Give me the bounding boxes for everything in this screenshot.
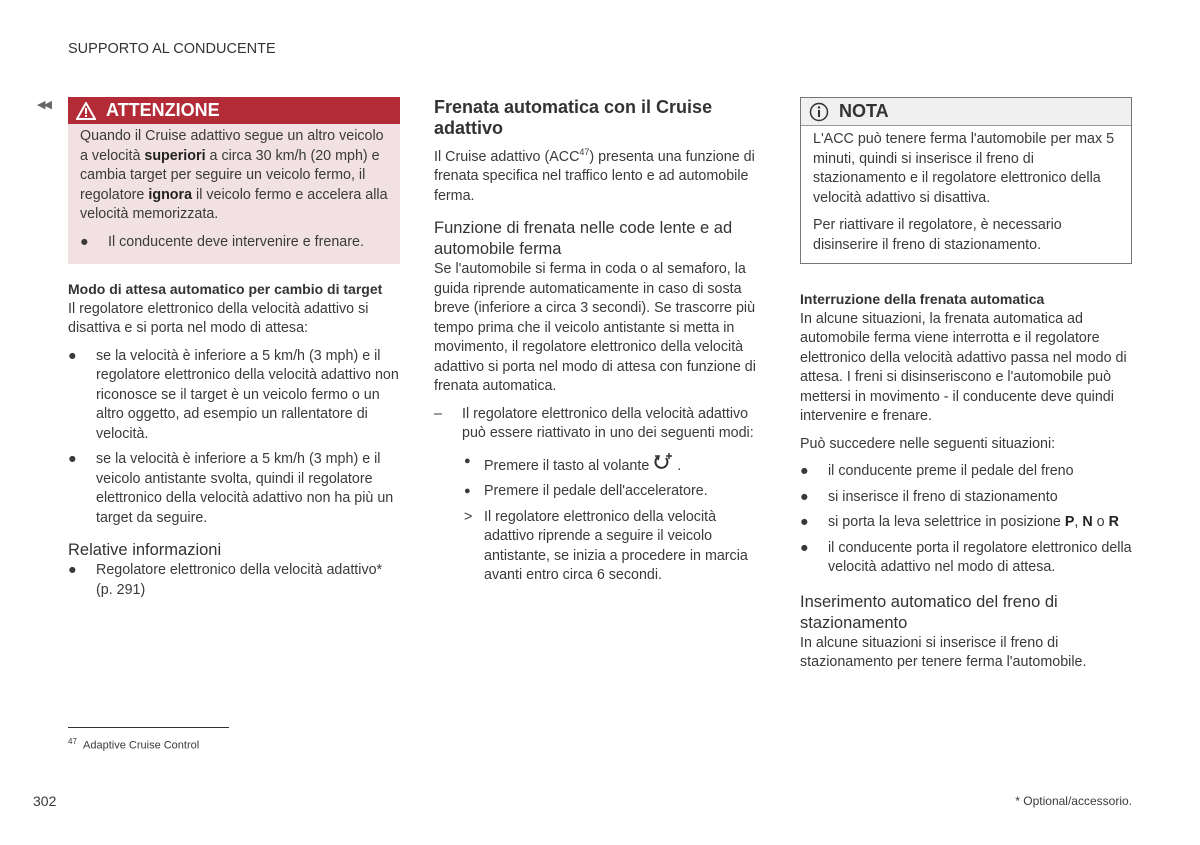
section-header: SUPPORTO AL CONDUCENTE — [68, 41, 276, 57]
paragraph: In alcune situazioni, la frenata automat… — [800, 310, 1127, 425]
subsection-title: Funzione di frenata nelle code lente e a… — [434, 219, 733, 259]
subheading: Modo di attesa automatico per cambio di … — [68, 281, 383, 297]
note-text: L'ACC può tenere ferma l'automobile per … — [813, 131, 1115, 206]
double-left-arrow-icon[interactable]: ◀◀ — [37, 99, 52, 111]
option-item: ● Premere il tasto al volante . — [464, 452, 766, 477]
middle-column: Frenata automatica con il Cruise adattiv… — [434, 97, 766, 594]
step: – Il regolatore elettronico della velocit… — [434, 405, 754, 442]
list-item: ● si inserisce il freno di stazionamento — [800, 488, 1058, 505]
warning-bullet: ● Il conducente deve intervenire e frenar… — [80, 233, 364, 250]
resume-plus-icon — [654, 452, 673, 469]
paragraph: Se l'automobile si ferma in coda o al se… — [434, 261, 756, 395]
page-number: 302 — [33, 793, 57, 809]
list-item: ● se la velocità è inferiore a 5 km/h (3 … — [68, 347, 399, 442]
paragraph: In alcune situazioni si inserisce il fre… — [800, 634, 1087, 671]
related-title: Relative informazioni — [68, 541, 222, 559]
left-column: ATTENZIONE Quando il Cruise adattivo seg… — [68, 97, 400, 608]
subsection-title: Inserimento automatico del freno di staz… — [800, 592, 1058, 632]
footnote-ref[interactable]: 47 — [579, 147, 590, 157]
info-circle-icon — [809, 102, 829, 121]
list-item: ● il conducente preme il pedale del freno — [800, 463, 1074, 479]
related-link[interactable]: ● Regolatore elettronico della velocità a… — [68, 562, 383, 598]
subheading: Interruzione della frenata automatica — [800, 291, 1045, 307]
warning-box: ATTENZIONE Quando il Cruise adattivo seg… — [68, 97, 400, 264]
note-box: NOTA L'ACC può tenere ferma l'automobile… — [800, 97, 1132, 264]
option-item: ● Premere il pedale dell'acceleratore. — [464, 483, 708, 500]
section-title: Frenata automatica con il Cruise adattiv… — [434, 97, 713, 138]
note-text: Per riattivare il regolatore, è necessar… — [813, 217, 1062, 253]
list-item: ● si porta la leva selettrice in posizion… — [800, 514, 1119, 530]
paragraph: Il Cruise adattivo (ACC47) presenta una … — [434, 147, 755, 204]
footnote-divider — [68, 727, 229, 728]
optional-note: * Optional/accessorio. — [1015, 794, 1132, 808]
warning-text: Quando il Cruise adattivo segue un altro… — [80, 128, 388, 222]
warning-title: ATTENZIONE — [106, 99, 220, 120]
note-title: NOTA — [839, 100, 889, 121]
footnote: 47 Adaptive Cruise Control — [68, 737, 200, 752]
list-item: ● se la velocità è inferiore a 5 km/h (3 … — [68, 451, 394, 526]
warning-triangle-icon — [76, 101, 96, 120]
result-item: > Il regolatore elettronico della velocit… — [464, 508, 748, 584]
right-column: NOTA L'ACC può tenere ferma l'automobile… — [800, 97, 1132, 681]
paragraph: Il regolatore elettronico della velocità… — [68, 300, 369, 337]
list-item: ● il conducente porta il regolatore elett… — [800, 539, 1132, 576]
paragraph: Può succedere nelle seguenti situazioni: — [800, 435, 1056, 452]
